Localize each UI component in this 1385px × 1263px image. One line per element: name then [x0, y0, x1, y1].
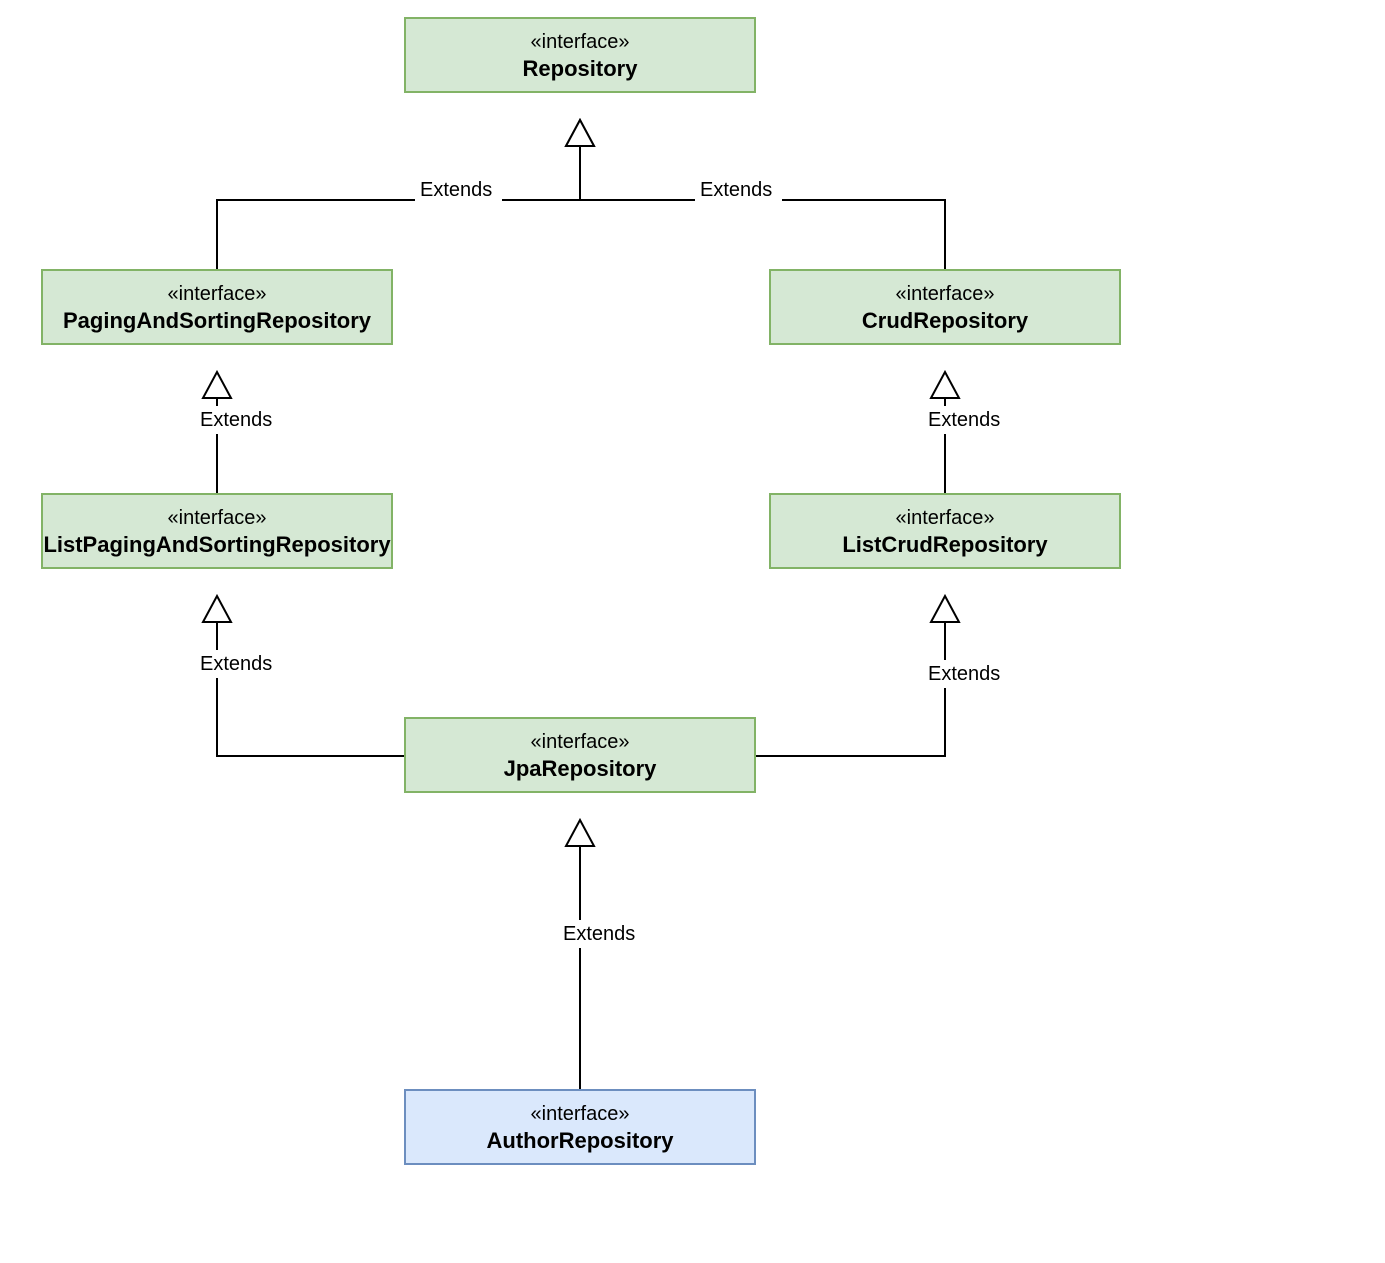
- edge-label: Extends: [563, 923, 635, 945]
- edge-e4: Extends: [923, 372, 1010, 494]
- edge-line: [755, 622, 945, 756]
- edge-e1: Extends: [217, 120, 594, 270]
- generalization-arrowhead-icon: [203, 596, 231, 622]
- edge-label: Extends: [420, 179, 492, 201]
- uml-diagram-canvas: Extends Extends Extends Extends Extends Exten…: [0, 0, 1385, 1263]
- node-stereotype: «interface»: [531, 31, 630, 53]
- node-stereotype: «interface»: [896, 507, 995, 529]
- node-stereotype: «interface»: [531, 731, 630, 753]
- node-repository: «interface» Repository: [405, 18, 755, 92]
- node-crud: «interface» CrudRepository: [770, 270, 1120, 344]
- node-name: JpaRepository: [504, 756, 658, 781]
- edge-label: Extends: [200, 653, 272, 675]
- node-name: Repository: [523, 56, 639, 81]
- node-name: AuthorRepository: [487, 1128, 675, 1153]
- node-name: PagingAndSortingRepository: [63, 308, 372, 333]
- edge-line: [217, 146, 580, 270]
- generalization-arrowhead-icon: [931, 596, 959, 622]
- node-stereotype: «interface»: [531, 1103, 630, 1125]
- edge-label: Extends: [928, 663, 1000, 685]
- edge-e5: Extends: [195, 596, 405, 756]
- node-jpa: «interface» JpaRepository: [405, 718, 755, 792]
- generalization-arrowhead-icon: [566, 120, 594, 146]
- node-author: «interface» AuthorRepository: [405, 1090, 755, 1164]
- edge-label: Extends: [200, 409, 272, 431]
- node-stereotype: «interface»: [168, 507, 267, 529]
- node-name: ListCrudRepository: [842, 532, 1048, 557]
- edge-e6: Extends: [755, 596, 1010, 756]
- edge-e7: Extends: [558, 820, 645, 1090]
- edge-e2: Extends: [566, 120, 945, 270]
- node-name: ListPagingAndSortingRepository: [43, 532, 391, 557]
- node-listpaging: «interface» ListPagingAndSortingRepositor…: [42, 494, 392, 568]
- node-name: CrudRepository: [862, 308, 1029, 333]
- generalization-arrowhead-icon: [566, 820, 594, 846]
- generalization-arrowhead-icon: [203, 372, 231, 398]
- node-stereotype: «interface»: [896, 283, 995, 305]
- edge-line: [217, 622, 405, 756]
- node-paging: «interface» PagingAndSortingRepository: [42, 270, 392, 344]
- edge-label: Extends: [928, 409, 1000, 431]
- edge-line: [580, 146, 945, 270]
- edge-label: Extends: [700, 179, 772, 201]
- node-listcrud: «interface» ListCrudRepository: [770, 494, 1120, 568]
- edge-e3: Extends: [195, 372, 282, 494]
- node-stereotype: «interface»: [168, 283, 267, 305]
- generalization-arrowhead-icon: [931, 372, 959, 398]
